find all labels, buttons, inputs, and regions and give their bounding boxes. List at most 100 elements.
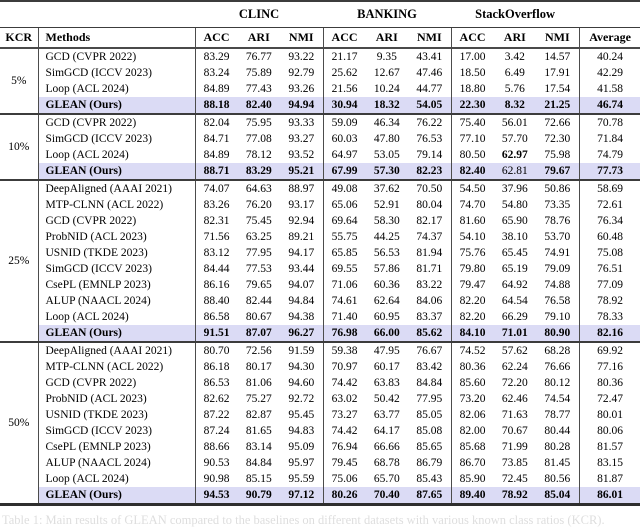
metric-cell: 85.90 xyxy=(450,471,494,487)
metric-cell: 78.92 xyxy=(493,487,537,505)
method-cell: GLEAN (Ours) xyxy=(37,97,195,114)
table-body: 5% GCD (CVPR 2022) 83.29 76.77 93.22 21.17 9.3… xyxy=(0,48,640,505)
metric-cell: 83.26 xyxy=(194,197,238,213)
metric-cell: 68.78 xyxy=(373,457,400,469)
metric-cell: 75.27 xyxy=(245,393,272,405)
column-header-nmi: NMI xyxy=(408,27,452,49)
metric-cell: 79.45 xyxy=(322,455,366,471)
metric-cell: 54.50 xyxy=(450,179,494,197)
metric-cell: 80.67 xyxy=(245,311,272,323)
metric-cell: 47.80 xyxy=(373,133,400,145)
metric-cell: 82.04 xyxy=(194,113,238,131)
metric-cell: 86.79 xyxy=(416,457,443,469)
metric-cell: 79.09 xyxy=(544,263,571,275)
method-cell: SimGCD (ICCV 2023) xyxy=(37,261,195,277)
table-row: MTP-CLNN (ACL 2022) 86.18 80.17 94.30 70.97 6… xyxy=(0,359,640,375)
metric-cell: 95.45 xyxy=(288,409,315,421)
metric-cell: 17.54 xyxy=(544,83,571,95)
metric-cell: 94.84 xyxy=(288,295,315,307)
metric-cell: 84.84 xyxy=(245,457,272,469)
table-row: GLEAN (Ours) 91.51 87.07 96.27 76.98 66.00 85.… xyxy=(0,325,640,342)
metric-cell: 3.42 xyxy=(504,51,525,63)
metric-cell: 21.25 xyxy=(536,97,580,114)
metric-cell: 74.37 xyxy=(416,231,443,243)
average-cell: 42.29 xyxy=(578,65,640,81)
metric-cell: 88.66 xyxy=(194,439,238,455)
metric-cell: 37.62 xyxy=(365,179,409,197)
average-cell: 83.15 xyxy=(578,455,640,471)
column-header-nmi: NMI xyxy=(280,27,324,49)
metric-cell: 67.99 xyxy=(322,163,366,180)
table-caption: Table 1: Main results of GLEAN compared … xyxy=(2,513,605,527)
metric-cell: 79.65 xyxy=(245,279,272,291)
metric-cell: 75.76 xyxy=(450,245,494,261)
column-header-acc: ACC xyxy=(450,27,494,49)
metric-cell: 62.81 xyxy=(493,163,537,180)
kcr-cell: 10% xyxy=(0,113,38,180)
metric-cell: 85.05 xyxy=(416,409,443,421)
metric-cell: 77.95 xyxy=(416,393,443,405)
metric-cell: 53.70 xyxy=(544,231,571,243)
kcr-cell: 50% xyxy=(0,341,38,505)
table-row: ProbNID (ACL 2023) 71.56 63.25 89.21 55.75 44… xyxy=(0,229,640,245)
table-row: CsePL (EMNLP 2023) 86.16 79.65 94.07 71.06 60… xyxy=(0,277,640,293)
metric-cell: 30.94 xyxy=(322,97,366,114)
metric-cell: 18.50 xyxy=(450,65,494,81)
table-row: GCD (CVPR 2022) 82.31 75.45 92.94 69.64 58.30… xyxy=(0,213,640,229)
metric-cell: 66.66 xyxy=(373,441,400,453)
metric-cell: 71.01 xyxy=(493,325,537,342)
metric-cell: 94.53 xyxy=(194,487,238,505)
method-cell: Loop (ACL 2024) xyxy=(37,147,195,163)
metric-cell: 84.89 xyxy=(194,81,238,97)
metric-cell: 70.67 xyxy=(501,425,528,437)
method-cell: GCD (CVPR 2022) xyxy=(37,113,195,131)
metric-cell: 93.17 xyxy=(288,199,315,211)
dataset-header-row: CLINC BANKING StackOverflow xyxy=(0,1,640,28)
metric-cell: 87.07 xyxy=(237,325,280,342)
metric-cell: 59.09 xyxy=(322,113,366,131)
metric-cell: 50.42 xyxy=(373,393,400,405)
average-cell: 69.92 xyxy=(578,341,640,359)
method-cell: ALUP (NAACL 2024) xyxy=(37,293,195,309)
metric-cell: 52.91 xyxy=(373,199,400,211)
method-cell: CsePL (EMNLP 2023) xyxy=(37,277,195,293)
method-cell: MTP-CLNN (ACL 2022) xyxy=(37,359,195,375)
metric-cell: 85.15 xyxy=(245,473,272,485)
metric-cell: 70.50 xyxy=(408,179,452,197)
metric-cell: 84.44 xyxy=(194,261,238,277)
metric-cell: 84.84 xyxy=(416,377,443,389)
metric-cell: 63.25 xyxy=(245,231,272,243)
metric-cell: 25.62 xyxy=(322,65,366,81)
table-row: ALUP (NAACL 2024) 88.40 82.44 94.84 74.61 62.… xyxy=(0,293,640,309)
metric-cell: 92.94 xyxy=(288,215,315,227)
average-cell: 40.24 xyxy=(578,48,640,65)
metric-cell: 80.70 xyxy=(194,341,238,359)
table-row: Loop (ACL 2024) 84.89 77.43 93.26 21.56 10.24… xyxy=(0,81,640,97)
metric-cell: 64.63 xyxy=(237,179,280,197)
metric-cell: 54.05 xyxy=(408,97,452,114)
table-row: USNID (TKDE 2023) 87.22 82.87 95.45 73.27 63.… xyxy=(0,407,640,423)
metric-cell: 80.44 xyxy=(544,425,571,437)
metric-cell: 81.06 xyxy=(245,377,272,389)
method-cell: GLEAN (Ours) xyxy=(37,325,195,342)
method-cell: Loop (ACL 2024) xyxy=(37,309,195,325)
metric-cell: 83.14 xyxy=(245,441,272,453)
metric-cell: 49.08 xyxy=(322,179,366,197)
average-cell: 46.74 xyxy=(578,97,640,114)
metric-cell: 72.56 xyxy=(237,341,280,359)
metric-cell: 70.40 xyxy=(365,487,409,505)
metric-cell: 21.17 xyxy=(322,48,366,65)
dataset-header-clinc: CLINC xyxy=(195,1,324,28)
metric-cell: 75.45 xyxy=(245,215,272,227)
metric-cell: 82.00 xyxy=(450,423,494,439)
metric-cell: 76.22 xyxy=(408,113,452,131)
average-cell: 74.79 xyxy=(578,147,640,163)
metric-cell: 87.24 xyxy=(194,423,238,439)
metric-cell: 90.79 xyxy=(237,487,280,505)
metric-cell: 72.20 xyxy=(501,377,528,389)
kcr-cell: 25% xyxy=(0,179,38,342)
metric-cell: 47.46 xyxy=(416,67,443,79)
metric-cell: 84.71 xyxy=(194,131,238,147)
method-cell: GLEAN (Ours) xyxy=(37,163,195,180)
metric-cell: 71.40 xyxy=(322,309,366,325)
